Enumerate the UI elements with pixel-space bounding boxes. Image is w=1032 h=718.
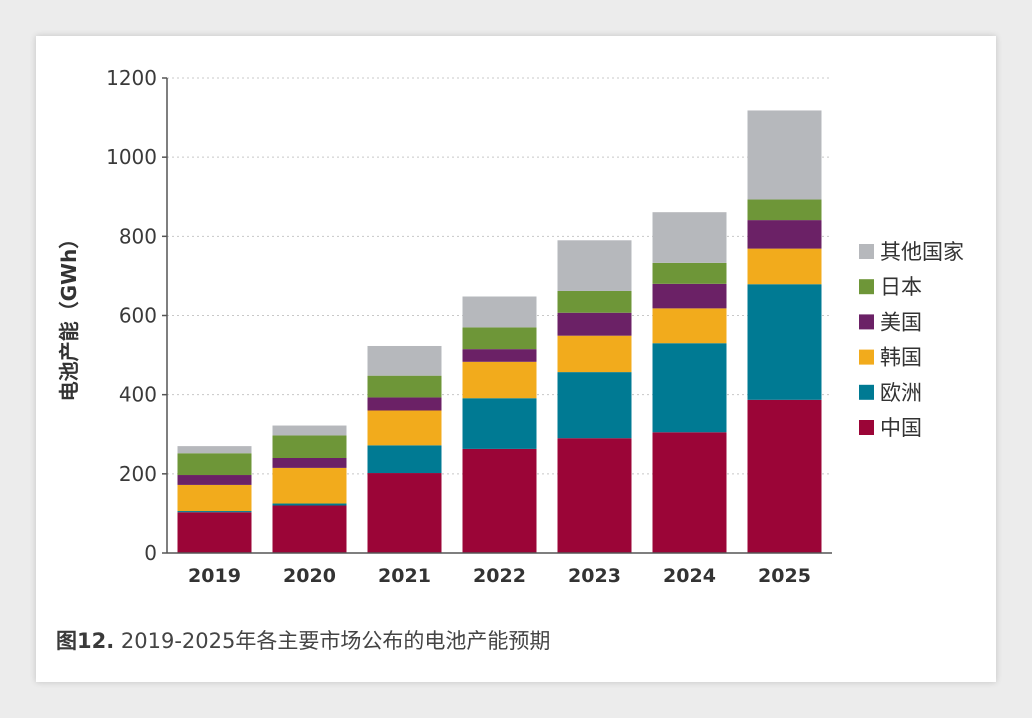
bar-segment [652,308,727,344]
x-tick-label: 2025 [758,565,811,587]
legend-swatch [859,384,874,400]
bar-segment [557,335,632,373]
x-tick-labels: 2019 2020 2021 2022 2023 2024 2025 [188,565,811,587]
bar-segment [462,296,537,328]
bar-segment [557,240,632,291]
bar-segment [652,343,727,433]
x-tick-label: 2023 [568,565,621,587]
bar-segment [747,110,822,200]
bar-segment [462,349,537,362]
y-tick-labels: 0 200 400 600 800 1000 1200 [106,66,167,565]
bar-segment [367,345,442,376]
y-tick-label: 400 [119,383,157,407]
legend-swatch [859,244,874,259]
bar-segment [272,505,347,553]
bar-segment [177,484,252,512]
bar-segment [652,432,727,553]
bar-segment [747,399,822,553]
bar-segment [557,312,632,336]
legend-swatch [859,279,874,295]
legend-swatch [859,314,874,330]
bar-segment [177,475,252,485]
bar-segment [557,290,632,313]
bar-segment [747,199,822,221]
bar-segment [652,283,727,309]
x-tick-label: 2021 [378,565,431,587]
x-tick-label: 2019 [188,565,241,587]
bar-segment [557,438,632,553]
y-tick-label: 1200 [106,66,157,90]
x-tick-label: 2020 [283,565,336,587]
legend-swatch [859,349,874,365]
bar-segment [272,467,347,504]
bar-segment [177,446,252,454]
bar-segment [652,212,727,263]
legend-label: 欧洲 [880,381,922,405]
bar-segment [272,435,347,458]
bar-segment [747,248,822,285]
legend-label: 韩国 [880,346,922,370]
bars [177,110,822,553]
y-tick-label: 600 [119,304,157,328]
y-tick-label: 1000 [106,145,157,169]
legend-label: 其他国家 [880,240,964,264]
y-tick-label: 200 [119,462,157,486]
bar-segment [747,220,822,249]
caption-label: 图12. [56,629,115,653]
legend-label: 美国 [880,310,922,334]
legend-swatch [859,420,874,435]
bar-segment [177,511,252,513]
caption-text: 2019-2025年各主要市场公布的电池产能预期 [120,629,551,653]
bar-segment [462,327,537,350]
y-tick-label: 800 [119,224,157,248]
y-tick-label: 0 [144,541,157,565]
bar-segment [367,410,442,446]
bar-segment [367,397,442,411]
x-tick-label: 2022 [473,565,526,587]
y-axis-title: 电池产能（GWh） [57,229,81,402]
legend-label: 中国 [880,416,922,440]
bar-segment [272,458,347,468]
legend-label: 日本 [880,275,922,299]
bar-segment [557,372,632,439]
bar-segment [747,284,822,400]
bar-segment [272,425,347,436]
figure-caption: 图12. 2019-2025年各主要市场公布的电池产能预期 [56,625,550,655]
bar-segment [367,375,442,398]
x-tick-label: 2024 [663,565,716,587]
bar-segment [272,503,347,506]
bar-segment [367,473,442,553]
bar-segment [462,361,537,399]
bar-segment [462,448,537,553]
bar-segment [367,445,442,474]
bar-segment [177,453,252,476]
bar-segment [652,262,727,284]
bar-segment [177,512,252,553]
bar-segment [462,398,537,449]
